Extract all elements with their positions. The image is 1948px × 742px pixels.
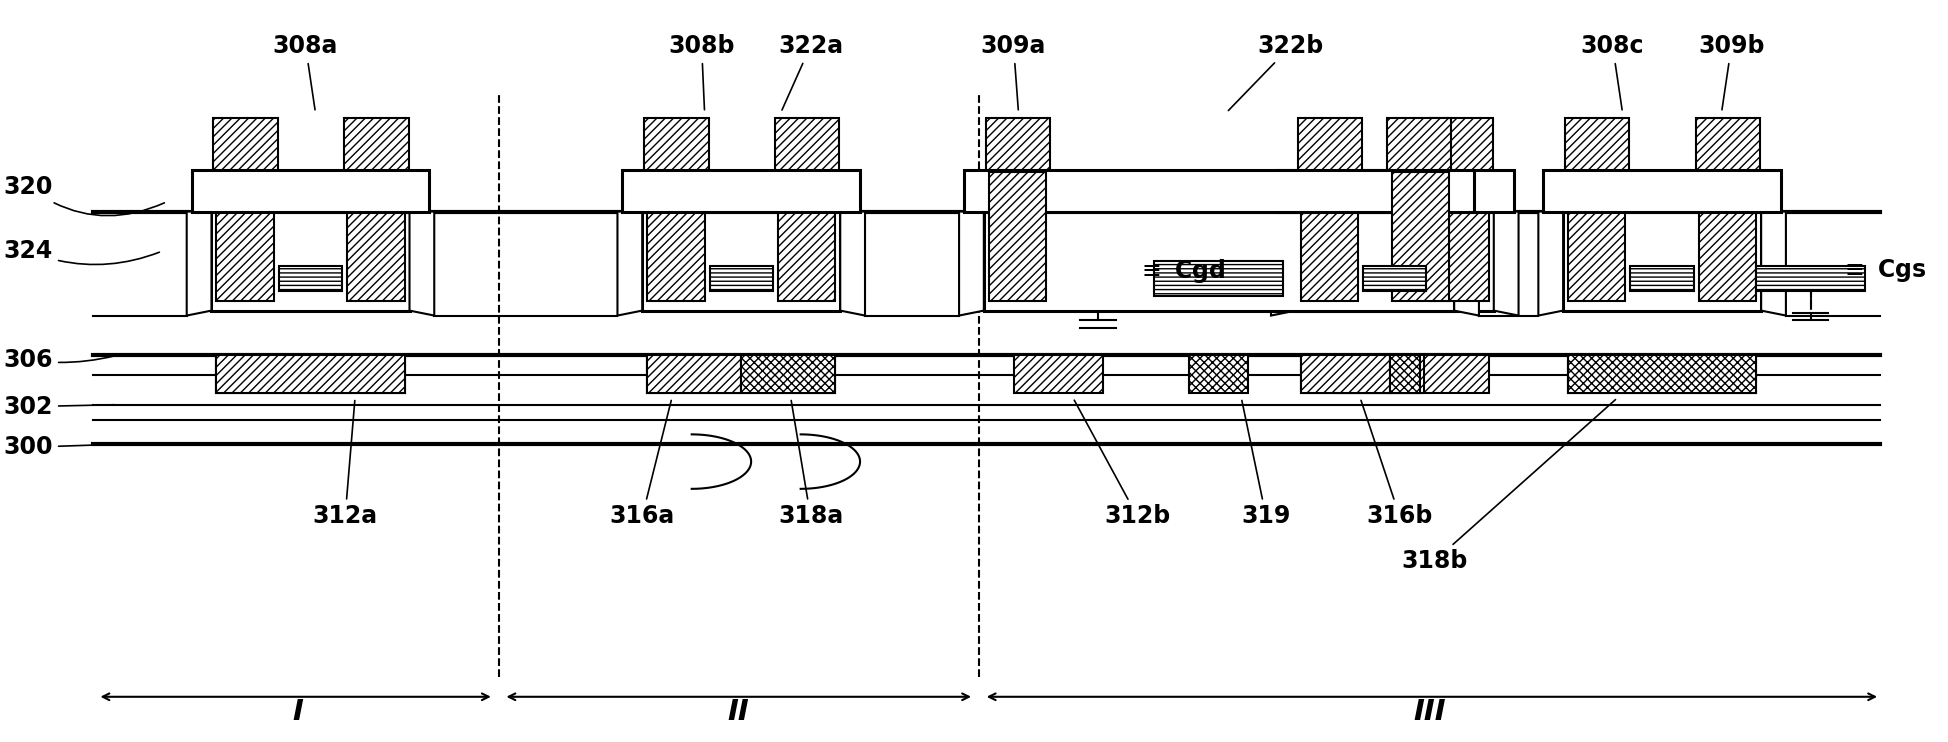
Text: 308c: 308c bbox=[1580, 34, 1644, 110]
Bar bbox=[216, 172, 275, 301]
Text: 309b: 309b bbox=[1697, 34, 1763, 110]
Text: 302: 302 bbox=[4, 395, 115, 418]
Text: 308b: 308b bbox=[668, 34, 734, 110]
Text: $\equiv$ Cgd: $\equiv$ Cgd bbox=[1138, 257, 1225, 285]
Bar bbox=[210, 211, 409, 311]
Text: 300: 300 bbox=[4, 436, 115, 459]
Polygon shape bbox=[1270, 211, 1295, 315]
Bar bbox=[986, 117, 1050, 170]
Text: 322b: 322b bbox=[1227, 34, 1323, 111]
Text: 309a: 309a bbox=[980, 34, 1046, 110]
Polygon shape bbox=[1453, 211, 1479, 315]
Bar bbox=[1695, 117, 1759, 170]
Polygon shape bbox=[409, 211, 434, 315]
Bar bbox=[964, 170, 1473, 211]
Bar bbox=[1299, 172, 1358, 301]
Text: 322a: 322a bbox=[777, 34, 843, 110]
Text: 318b: 318b bbox=[1401, 400, 1615, 573]
Bar bbox=[777, 172, 836, 301]
Bar bbox=[1299, 355, 1389, 393]
Bar bbox=[1387, 117, 1451, 170]
Bar bbox=[191, 170, 429, 211]
Bar bbox=[1391, 172, 1449, 301]
Bar bbox=[1568, 172, 1625, 301]
Bar bbox=[1630, 266, 1693, 291]
Bar bbox=[709, 266, 773, 291]
Bar bbox=[1362, 266, 1426, 291]
Bar bbox=[216, 355, 405, 393]
Bar bbox=[1389, 355, 1418, 393]
Bar bbox=[1543, 170, 1780, 211]
Text: 316b: 316b bbox=[1360, 401, 1432, 528]
Text: II: II bbox=[727, 697, 748, 726]
Bar bbox=[1564, 117, 1629, 170]
Text: 318a: 318a bbox=[777, 401, 843, 528]
Bar bbox=[1430, 172, 1488, 301]
Polygon shape bbox=[1537, 211, 1562, 315]
Bar bbox=[1013, 355, 1103, 393]
Text: 320: 320 bbox=[4, 175, 164, 216]
Bar bbox=[1428, 117, 1492, 170]
Bar bbox=[647, 355, 836, 393]
Text: 312b: 312b bbox=[1073, 400, 1171, 528]
Bar bbox=[984, 211, 1453, 311]
Bar bbox=[1276, 170, 1514, 211]
Bar bbox=[1562, 211, 1761, 311]
Bar bbox=[216, 355, 405, 393]
Bar bbox=[1334, 355, 1424, 393]
Bar bbox=[1755, 266, 1864, 291]
Bar bbox=[1568, 355, 1755, 393]
Bar bbox=[1699, 172, 1755, 301]
Polygon shape bbox=[1492, 211, 1517, 315]
Text: 308a: 308a bbox=[273, 34, 339, 110]
Text: 324: 324 bbox=[4, 239, 160, 265]
Bar bbox=[1153, 261, 1282, 296]
Text: 306: 306 bbox=[4, 348, 115, 372]
Text: 312a: 312a bbox=[312, 401, 378, 528]
Text: 316a: 316a bbox=[610, 401, 674, 528]
Bar bbox=[345, 117, 409, 170]
Bar bbox=[1297, 117, 1362, 170]
Bar bbox=[214, 117, 279, 170]
Polygon shape bbox=[958, 211, 984, 315]
Bar bbox=[988, 172, 1046, 301]
Bar bbox=[645, 117, 709, 170]
Bar bbox=[643, 211, 840, 311]
Bar bbox=[1299, 355, 1488, 393]
Bar bbox=[1295, 211, 1492, 311]
Text: $\equiv$ Cgs: $\equiv$ Cgs bbox=[1839, 257, 1927, 284]
Bar bbox=[647, 172, 705, 301]
Bar bbox=[775, 117, 840, 170]
Text: 319: 319 bbox=[1241, 401, 1290, 528]
Bar bbox=[740, 355, 836, 393]
Polygon shape bbox=[840, 211, 865, 315]
Bar bbox=[347, 172, 405, 301]
Bar bbox=[1188, 355, 1247, 393]
Bar bbox=[621, 170, 859, 211]
Bar bbox=[1568, 355, 1755, 393]
Polygon shape bbox=[187, 211, 210, 315]
Polygon shape bbox=[1761, 211, 1784, 315]
Text: III: III bbox=[1412, 697, 1445, 726]
Bar bbox=[279, 266, 343, 291]
Text: I: I bbox=[292, 697, 302, 726]
Polygon shape bbox=[618, 211, 643, 315]
Bar bbox=[647, 355, 740, 393]
